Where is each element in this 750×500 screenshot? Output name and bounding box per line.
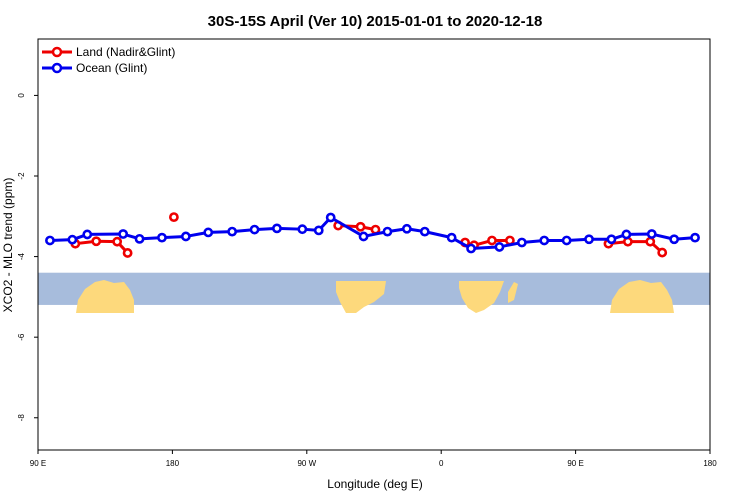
x-tick-label: 90 W: [297, 459, 316, 468]
legend-label-land: Land (Nadir&Glint): [76, 45, 175, 59]
y-tick-label: -4: [17, 252, 26, 260]
map-strip: [38, 272, 710, 313]
continent-australia-east: [610, 280, 674, 313]
x-axis: 90 E 180 90 W 0 90 E 180: [30, 450, 717, 468]
data-point-ocean: [446, 232, 457, 243]
data-point-ocean: [539, 235, 550, 246]
y-tick-label: -8: [17, 414, 26, 422]
series-ocean: [45, 212, 700, 254]
data-point-ocean: [606, 234, 617, 245]
data-point-ocean: [401, 223, 412, 234]
legend: Land (Nadir&Glint) Ocean (Glint): [42, 45, 175, 75]
data-point-ocean: [249, 224, 260, 235]
data-point-ocean: [325, 212, 336, 223]
continent-africa: [459, 281, 504, 313]
data-point-ocean: [157, 232, 167, 243]
legend-marker-land: [51, 46, 63, 58]
data-point-ocean: [45, 235, 55, 246]
data-point-land: [645, 236, 656, 247]
x-tick-label: 0: [439, 459, 444, 468]
data-point-land: [657, 247, 668, 258]
x-tick-label: 180: [166, 459, 180, 468]
y-tick-label: 0: [17, 93, 26, 98]
data-point-ocean: [646, 229, 657, 239]
series-line-land: [608, 240, 664, 254]
continent-australia-west: [76, 280, 134, 313]
data-point-ocean: [466, 243, 476, 254]
data-point-ocean: [358, 231, 369, 242]
x-tick-label: 180: [703, 459, 717, 468]
y-tick-label: -2: [17, 172, 26, 180]
data-point-ocean: [516, 237, 527, 248]
data-point-ocean: [690, 232, 700, 243]
data-point-ocean: [419, 226, 430, 237]
data-point-land: [122, 248, 133, 258]
legend-label-ocean: Ocean (Glint): [76, 61, 147, 75]
data-point-ocean: [584, 234, 594, 245]
data-point-ocean: [180, 231, 191, 242]
continents: [76, 280, 674, 313]
data-point-ocean: [272, 223, 282, 234]
data-point-ocean: [669, 234, 680, 245]
data-point-ocean: [494, 242, 505, 252]
series-layer: [45, 212, 700, 258]
data-point-ocean: [621, 229, 632, 240]
y-tick-label: -6: [17, 333, 26, 341]
data-point-land: [112, 236, 123, 247]
chart-title: 30S-15S April (Ver 10) 2015-01-01 to 202…: [208, 13, 543, 30]
y-axis-label: XCO2 - MLO trend (ppm): [1, 178, 15, 313]
x-axis-label: Longitude (deg E): [327, 477, 422, 491]
data-point-ocean: [82, 229, 93, 240]
plot-frame: [37, 38, 711, 451]
data-point-land: [487, 235, 497, 246]
data-point-ocean: [313, 225, 324, 236]
x-tick-label: 90 E: [30, 459, 46, 468]
series-line-land: [75, 239, 129, 254]
continent-south-america: [336, 281, 386, 313]
x-tick-label: 90 E: [567, 459, 583, 468]
data-point-ocean: [561, 235, 572, 246]
data-point-ocean: [203, 227, 214, 238]
data-point-land: [355, 221, 366, 232]
data-point-ocean: [297, 224, 308, 235]
data-point-ocean: [227, 226, 238, 237]
data-point-ocean: [67, 234, 78, 245]
y-axis: 0 -2 -4 -6 -8: [17, 93, 38, 422]
data-point-land: [91, 236, 102, 247]
data-point-ocean: [134, 233, 145, 244]
legend-marker-ocean: [51, 62, 63, 74]
data-point-ocean: [382, 226, 393, 237]
continent-madagascar: [508, 282, 518, 303]
data-point-ocean: [118, 229, 129, 239]
data-point-land: [168, 212, 179, 222]
